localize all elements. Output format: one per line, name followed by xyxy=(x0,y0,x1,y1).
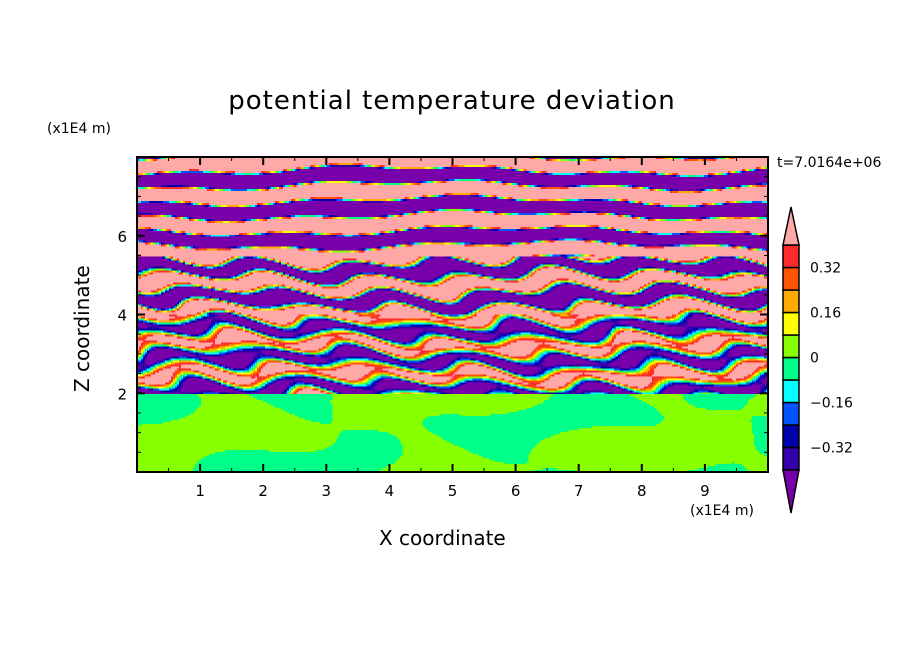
colorbar-label: −0.32 xyxy=(810,441,853,457)
colorbar-box xyxy=(782,289,800,314)
y-unit-label: (x1E4 m) xyxy=(47,121,111,137)
colorbar-extend-top xyxy=(782,206,800,246)
x-unit-label: (x1E4 m) xyxy=(690,503,754,519)
colorbar-box xyxy=(782,446,800,471)
colorbar-box xyxy=(782,266,800,291)
x-tick-label: 2 xyxy=(258,482,268,500)
colorbar-box xyxy=(782,356,800,381)
colorbar-label: 0 xyxy=(810,351,819,367)
colorbar-box xyxy=(782,379,800,404)
colorbar-box xyxy=(782,334,800,359)
x-tick-label: 9 xyxy=(700,482,710,500)
x-tick-label: 7 xyxy=(574,482,584,500)
y-tick-label: 6 xyxy=(117,228,127,246)
y-tick-label: 2 xyxy=(117,385,127,403)
colorbar-box xyxy=(782,311,800,336)
x-tick-label: 6 xyxy=(511,482,521,500)
colorbar-box xyxy=(782,424,800,449)
x-tick-label: 3 xyxy=(322,482,332,500)
time-label: t=7.0164e+06 xyxy=(777,155,882,171)
colorbar-label: 0.32 xyxy=(810,261,841,277)
chart-title: potential temperature deviation xyxy=(228,86,676,116)
plot-frame xyxy=(136,156,769,473)
x-tick-label: 4 xyxy=(385,482,395,500)
x-axis-label: X coordinate xyxy=(379,526,506,550)
colorbar-box xyxy=(782,401,800,426)
x-tick-label: 8 xyxy=(637,482,647,500)
colorbar-label: 0.16 xyxy=(810,306,841,322)
contour-field xyxy=(137,157,768,472)
y-tick-label: 4 xyxy=(117,307,127,325)
colorbar-extend-bottom xyxy=(782,469,800,514)
x-tick-label: 1 xyxy=(195,482,205,500)
colorbar-label: −0.16 xyxy=(810,396,853,412)
colorbar-box xyxy=(782,244,800,269)
x-tick-label: 5 xyxy=(448,482,458,500)
